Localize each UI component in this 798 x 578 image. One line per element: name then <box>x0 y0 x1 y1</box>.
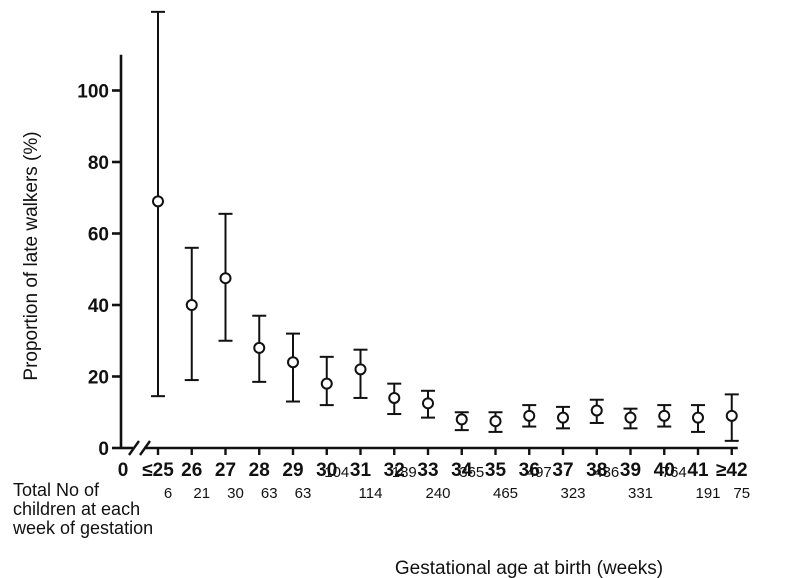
count-label: 114 <box>359 485 383 502</box>
x-tick-label: 38 <box>586 460 607 481</box>
x-tick-label: 29 <box>282 460 303 481</box>
data-point <box>287 356 299 369</box>
y-tick-label: 20 <box>88 368 109 389</box>
count-label: 63 <box>295 485 312 502</box>
x-tick-label: 35 <box>485 460 507 481</box>
count-label: 465 <box>493 485 518 502</box>
data-point <box>185 299 198 311</box>
count-label: 30 <box>227 485 244 502</box>
data-point <box>455 413 468 426</box>
data-point <box>152 195 164 208</box>
data-point <box>388 391 401 404</box>
y-tick-label: 80 <box>88 153 109 174</box>
counts-caption-line: week of gestation <box>12 518 153 538</box>
x-tick-label: 32 <box>384 460 405 481</box>
x-tick-label: 34 <box>451 460 473 481</box>
count-label: 764 <box>662 464 687 481</box>
count-label: 436 <box>594 464 619 481</box>
x-tick-label: 36 <box>519 460 540 481</box>
data-point <box>624 411 637 424</box>
data-point <box>725 409 738 422</box>
axis-break-mark <box>128 440 140 456</box>
y-axis: 0 20 40 60 80 100 <box>77 54 123 460</box>
counts-caption-line: children at each <box>13 499 140 519</box>
count-label: 63 <box>261 485 278 502</box>
x-tick-label: 39 <box>620 460 641 481</box>
x-tick-label: 41 <box>687 460 709 481</box>
count-label: 104 <box>324 464 349 481</box>
count-label: 240 <box>425 485 450 502</box>
data-point <box>590 404 603 417</box>
data-marks <box>151 10 739 442</box>
y-tick-label: 40 <box>88 296 109 317</box>
y-tick-label: 60 <box>88 225 109 246</box>
x-tick-label: 28 <box>249 460 270 481</box>
x-tick-label: 26 <box>181 460 202 481</box>
count-label: 331 <box>628 485 653 502</box>
count-label: 75 <box>733 485 750 502</box>
data-point <box>658 409 671 422</box>
y-tick-label: 0 <box>98 439 109 460</box>
counts-caption-line: Total No of <box>13 480 100 500</box>
count-label: 323 <box>560 485 585 502</box>
x-tick-label: 33 <box>417 460 438 481</box>
y-axis-title: Proportion of late walkers (%) <box>21 131 42 380</box>
count-label: 6 <box>164 485 172 502</box>
data-point <box>523 409 536 422</box>
count-label: 365 <box>459 464 484 481</box>
x-tick-label: 37 <box>552 460 573 481</box>
data-point <box>557 411 569 424</box>
x-tick-label: ≥42 <box>716 460 748 481</box>
count-label: 191 <box>695 485 720 502</box>
x-tick-label: 31 <box>350 460 372 481</box>
x-tick-label: 27 <box>215 460 236 481</box>
count-label: 189 <box>392 464 417 481</box>
x-origin-label: 0 <box>118 460 129 481</box>
data-point <box>320 377 333 390</box>
data-point <box>219 272 232 285</box>
count-label: 21 <box>193 485 210 502</box>
count-label: 497 <box>527 464 552 481</box>
x-axis: 0 ≤25 26 27 28 29 30 31 32 33 34 35 36 37 38 39 40 41 ≥42 <box>118 440 748 481</box>
data-point <box>422 397 434 410</box>
axis-break-mark <box>139 440 151 456</box>
data-point <box>489 415 502 428</box>
x-tick-label: 30 <box>316 460 337 481</box>
data-point <box>354 363 367 376</box>
x-tick-label: ≤25 <box>142 460 174 481</box>
x-axis-title: Gestational age at birth (weeks) <box>395 558 663 578</box>
data-point <box>253 341 266 354</box>
data-point <box>692 411 704 424</box>
x-tick-label: 40 <box>654 460 675 481</box>
y-tick-label: 100 <box>77 82 109 103</box>
